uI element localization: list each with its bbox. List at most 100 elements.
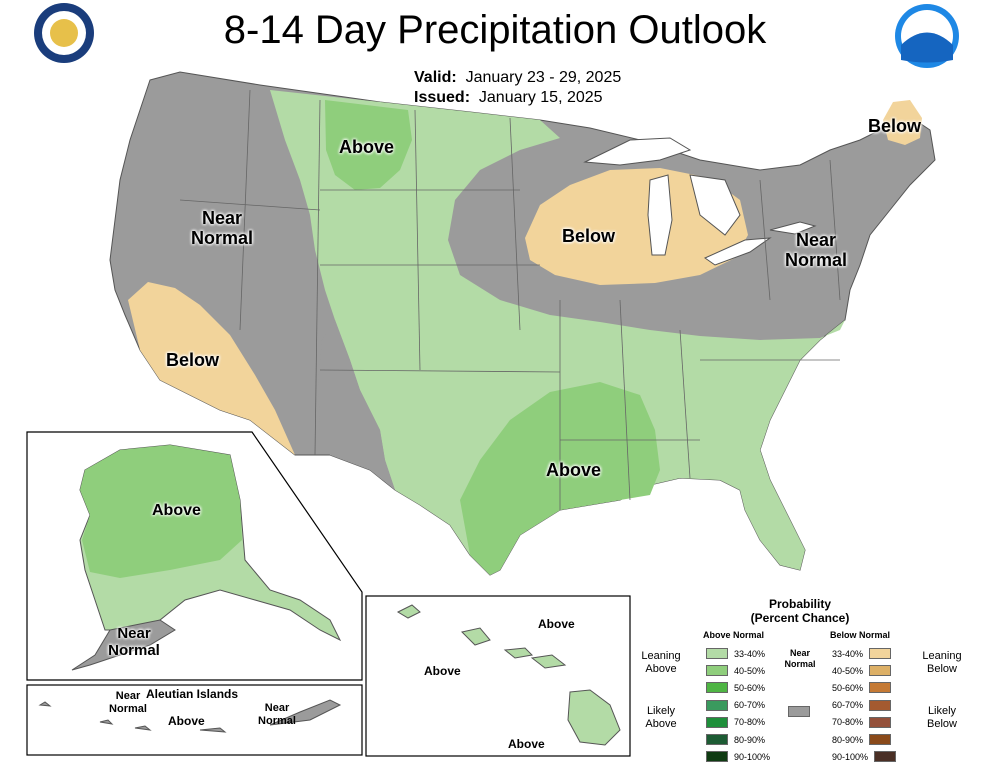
valid-label: Valid: [414, 69, 457, 86]
legend-below-item: 60-70% [832, 699, 892, 711]
near-west-line2: Normal [190, 228, 253, 248]
likely-below-line2: Below [927, 718, 957, 730]
issued-label: Issued: [414, 89, 471, 106]
legend-above-label: 70-80% [734, 717, 766, 728]
near-west-line1: Near [201, 208, 243, 228]
alaska-near-line2: Normal [108, 642, 160, 659]
legend-near-normal-swatch [788, 706, 810, 717]
leaning-above-line2: Above [645, 663, 677, 675]
legend-below-item: 50-60% [832, 682, 892, 694]
legend-below-swatch [869, 648, 892, 659]
legend-likely-above: Likely Above [637, 705, 685, 731]
aleutian-islands-shape [38, 699, 342, 733]
leaning-above-line1: Leaning [641, 650, 681, 662]
above-normal-40-north [325, 100, 412, 190]
aleutian-near-east: Near Normal [252, 702, 302, 728]
aleutian-above: Above [168, 714, 205, 728]
issued-line: Issued: January 15, 2025 [414, 88, 621, 108]
legend-likely-below: Likely Below [916, 705, 968, 731]
legend-above-label: 60-70% [734, 700, 766, 711]
legend-below-swatch [869, 665, 892, 677]
near-ne-line2: Normal [784, 250, 847, 270]
valid-value: January 23 - 29, 2025 [465, 69, 622, 86]
near-normal-southwest [318, 320, 395, 490]
legend-title-line2: (Percent Chance) [750, 611, 850, 625]
near-line2: Normal [784, 659, 816, 669]
legend-below-swatch [869, 734, 892, 745]
hawaii-label-above-3: Above [508, 737, 545, 751]
commerce-seal-logo [34, 3, 94, 63]
legend-below-label: 33-40% [832, 648, 864, 659]
legend-leaning-above: Leaning Above [637, 650, 685, 676]
legend-below-label: 90-100% [832, 751, 869, 762]
likely-above-line2: Above [645, 718, 677, 730]
region-label-below-great-lakes: Below [562, 226, 616, 246]
near-line1: Near [789, 648, 810, 658]
valid-issued-block: Valid: January 23 - 29, 2025 Issued: Jan… [414, 68, 621, 108]
lake-huron [689, 174, 741, 236]
region-label-near-northeast: Near Normal [781, 230, 851, 270]
legend-above-label: 80-90% [734, 734, 766, 745]
noaa-logo [895, 4, 959, 68]
legend-above-label: 90-100% [734, 751, 771, 762]
state-boundaries [179, 89, 841, 510]
below-normal-maine [883, 100, 922, 145]
leaning-below-line1: Leaning [922, 650, 962, 662]
likely-below-line1: Likely [927, 705, 957, 717]
legend-above-item: 60-70% [706, 699, 766, 711]
legend-above-swatch [706, 751, 728, 763]
region-label-above-south: Above [546, 460, 602, 480]
legend-title: Probability (Percent Chance) [700, 597, 900, 625]
legend-above-item: 70-80% [706, 716, 766, 728]
al-near-e-line1: Near [264, 702, 290, 714]
legend-above-item: 50-60% [706, 682, 766, 694]
legend-above-swatch [706, 734, 728, 745]
legend-above-head: Above Normal [703, 630, 765, 640]
hawaii-islands [396, 604, 621, 746]
likely-above-line1: Likely [646, 705, 676, 717]
legend-above-label: 33-40% [734, 648, 766, 659]
region-label-above-north: Above [339, 137, 395, 157]
alaska-label-above: Above [152, 502, 201, 519]
legend-below-label: 80-90% [832, 734, 864, 745]
legend-above-item: 40-50% [706, 665, 765, 677]
hawaii-label-above-1: Above [538, 617, 575, 631]
al-near-w-line1: Near [115, 690, 141, 702]
legend-below-head: Below Normal [830, 630, 891, 640]
legend-above-swatch [706, 648, 728, 659]
legend-below-label: 70-80% [832, 717, 864, 728]
hawaii-label-above-2: Above [424, 664, 461, 678]
alaska-label-near-normal: Near Normal [104, 625, 164, 659]
legend-above-swatch [706, 682, 728, 694]
alaska-above-40 [80, 445, 242, 578]
alaska-near-line1: Near [117, 625, 151, 642]
legend-above-item: 33-40% [706, 648, 765, 659]
legend-near-normal-label: Near Normal [780, 648, 820, 670]
legend-below-item: 70-80% [832, 716, 892, 728]
legend-below-item: 90-100% [832, 751, 897, 763]
legend-below-swatch [869, 716, 892, 728]
legend-above-swatch [706, 716, 728, 728]
al-near-w-line2: Normal [109, 703, 147, 715]
legend-below-item: 33-40% [832, 648, 892, 659]
aleutian-near-west: Near Normal [108, 690, 148, 716]
legend-above-label: 50-60% [734, 682, 766, 693]
legend-above-swatch [706, 699, 728, 711]
issued-value: January 15, 2025 [478, 89, 603, 106]
leaning-below-line2: Below [927, 663, 957, 675]
below-normal-great-lakes [525, 168, 748, 285]
legend-leaning-below: Leaning Below [916, 650, 968, 676]
valid-line: Valid: January 23 - 29, 2025 [414, 68, 621, 88]
region-label-below-maine: Below [868, 116, 922, 136]
legend-below-swatch [874, 751, 897, 763]
region-label-below-california: Below [166, 350, 220, 370]
region-label-near-west: Near Normal [187, 208, 257, 248]
legend-below-item: 80-90% [832, 734, 892, 745]
lake-superior [583, 137, 692, 166]
legend-above-swatch [706, 665, 728, 677]
legend-below-label: 60-70% [832, 700, 864, 711]
lake-michigan [647, 174, 673, 256]
legend-title-line1: Probability [768, 597, 831, 611]
near-ne-line1: Near [795, 230, 837, 250]
lake-erie [703, 237, 772, 266]
